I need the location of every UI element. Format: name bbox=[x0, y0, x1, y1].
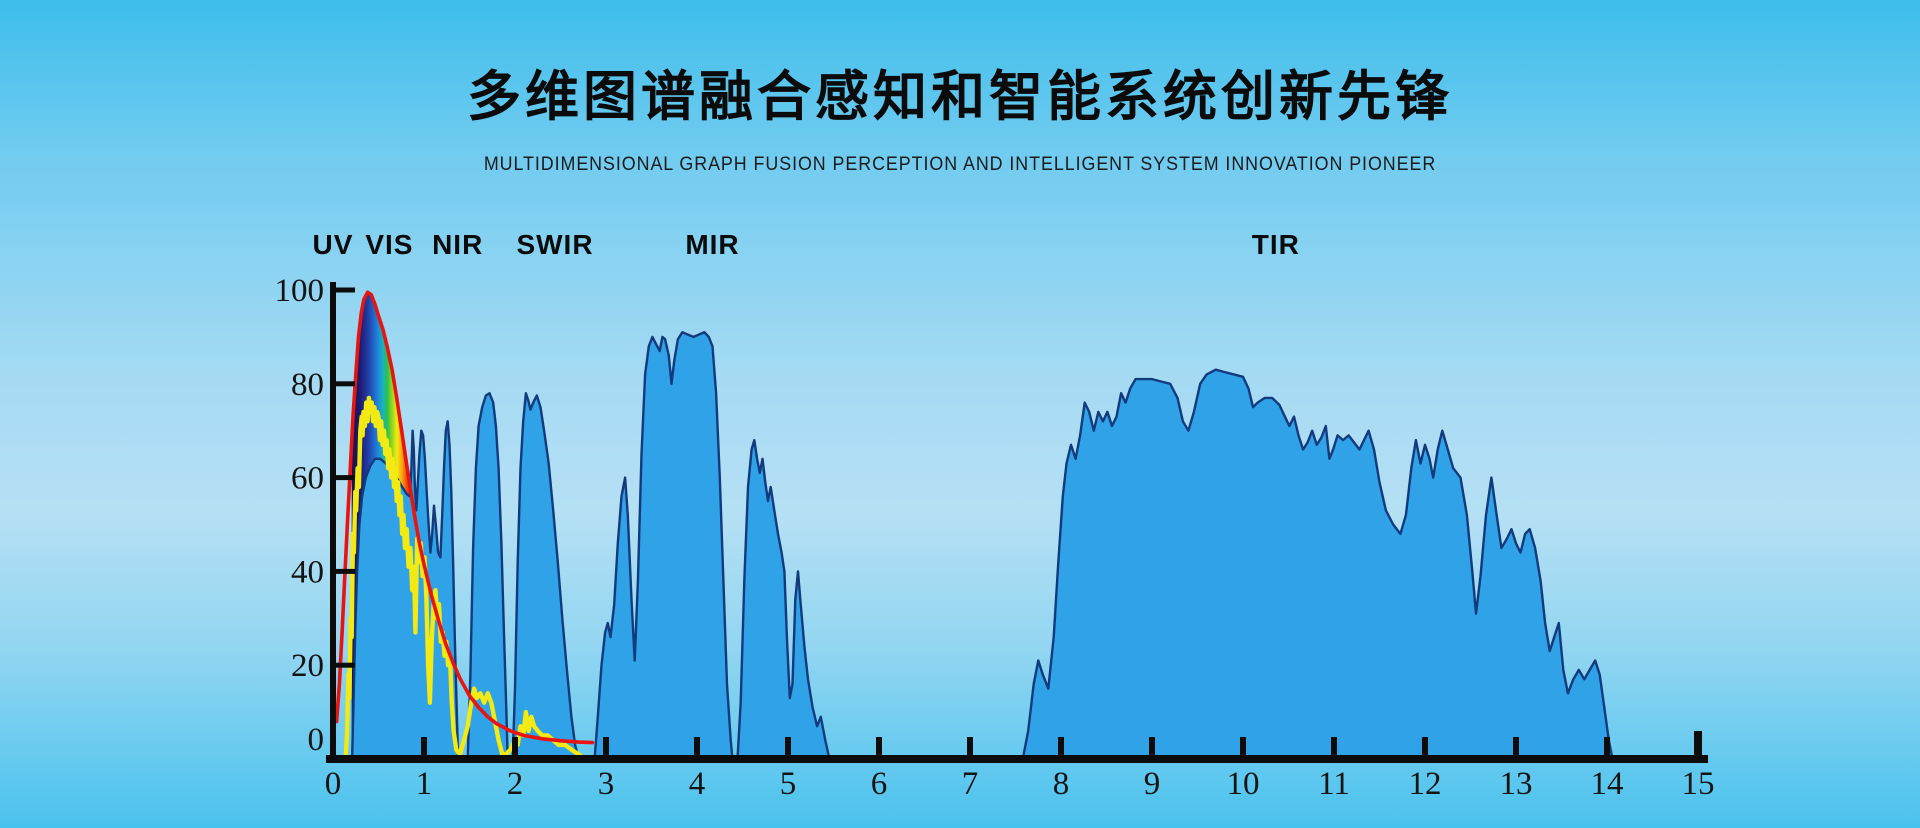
band-label-mir: MIR bbox=[685, 229, 739, 260]
ground-solar-curve bbox=[343, 395, 587, 762]
transmission-window-area bbox=[466, 392, 509, 761]
x-axis-line bbox=[326, 755, 1708, 763]
band-label-tir: TIR bbox=[1252, 229, 1300, 260]
transmission-window-area bbox=[1021, 368, 1614, 761]
x-axis-tick-label: 6 bbox=[871, 766, 888, 802]
x-axis-tick bbox=[603, 737, 609, 755]
x-axis-tick-label: 13 bbox=[1500, 766, 1533, 802]
x-axis-tick bbox=[1604, 737, 1610, 755]
x-axis-tick bbox=[785, 737, 791, 755]
band-label-uv: UV bbox=[313, 229, 354, 260]
header: 多维图谱融合感知和智能系统创新先锋 MULTIDIMENSIONAL GRAPH… bbox=[0, 66, 1920, 176]
x-axis-tick-label: 7 bbox=[962, 766, 979, 802]
x-axis-tick-label: 3 bbox=[598, 766, 615, 802]
y-axis-tick-label: 20 bbox=[291, 648, 324, 684]
x-axis-end-cap bbox=[1694, 731, 1702, 755]
y-axis-tick bbox=[336, 662, 355, 668]
y-axis-tick-label: 60 bbox=[291, 461, 324, 497]
x-axis-tick-label: 12 bbox=[1409, 766, 1442, 802]
y-axis-tick bbox=[336, 475, 355, 481]
x-axis-tick-label: 5 bbox=[780, 766, 797, 802]
x-axis-tick-label: 14 bbox=[1591, 766, 1624, 802]
x-axis-tick bbox=[1058, 737, 1064, 755]
spectral-curves bbox=[334, 290, 595, 762]
x-axis-tick bbox=[694, 737, 700, 755]
x-axis-tick-label: 1 bbox=[416, 766, 433, 802]
y-axis-tick-label: 0 bbox=[308, 722, 325, 758]
x-axis-tick bbox=[1513, 737, 1519, 755]
y-axis-tick bbox=[336, 381, 355, 387]
x-axis-tick-label: 11 bbox=[1318, 766, 1350, 802]
x-axis-tick bbox=[512, 737, 518, 755]
transmission-window-area bbox=[511, 392, 580, 761]
x-axis-tick-label: 10 bbox=[1227, 766, 1260, 802]
transmission-window-area bbox=[593, 331, 734, 761]
y-axis-tick bbox=[336, 287, 355, 293]
transmission-windows bbox=[350, 331, 1614, 761]
page-title: 多维图谱融合感知和智能系统创新先锋 bbox=[467, 67, 1453, 127]
x-axis-tick bbox=[421, 737, 427, 755]
x-axis-tick bbox=[1422, 737, 1428, 755]
x-axis-tick-label: 9 bbox=[1144, 766, 1161, 802]
y-axis-tick-label: 100 bbox=[275, 273, 325, 309]
band-label-vis: VIS bbox=[365, 229, 413, 260]
band-label-swir: SWIR bbox=[516, 229, 593, 260]
page-subtitle: MULTIDIMENSIONAL GRAPH FUSION PERCEPTION… bbox=[483, 154, 1437, 176]
x-axis-tick bbox=[967, 737, 973, 755]
x-axis-tick bbox=[1149, 737, 1155, 755]
x-axis-tick-label: 15 bbox=[1682, 766, 1715, 802]
y-axis-tick bbox=[336, 568, 355, 574]
x-axis-tick bbox=[876, 737, 882, 755]
y-axis-tick-label: 80 bbox=[291, 367, 324, 403]
transmission-window-area bbox=[736, 438, 831, 761]
x-axis-tick-label: 0 bbox=[325, 766, 342, 802]
y-axis-line bbox=[330, 282, 336, 763]
blackbody-curve bbox=[334, 290, 595, 745]
x-axis-tick-label: 2 bbox=[507, 766, 524, 802]
axes bbox=[326, 282, 1708, 763]
x-axis-tick-label: 4 bbox=[689, 766, 706, 802]
y-axis-tick-label: 40 bbox=[291, 554, 324, 590]
x-axis-tick bbox=[1240, 737, 1246, 755]
x-axis-tick bbox=[1331, 737, 1337, 755]
x-axis-tick-label: 8 bbox=[1053, 766, 1070, 802]
band-label-nir: NIR bbox=[432, 229, 483, 260]
